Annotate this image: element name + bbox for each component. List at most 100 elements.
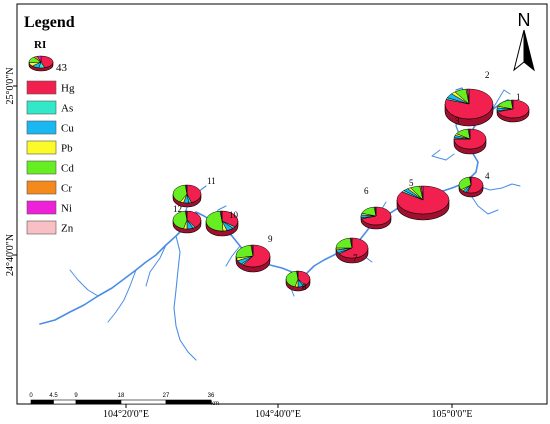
site-pie-3-slice-hg	[453, 128, 487, 150]
site-pie-7	[335, 237, 369, 264]
site-label-1: 1	[516, 92, 521, 102]
lon-label-10440e: 104°40'0"E	[255, 409, 301, 420]
legend-label-pb: Pb	[61, 143, 73, 155]
site-pie-4	[458, 176, 484, 198]
legend-ri-pie-graphic-slice-ni	[36, 55, 42, 63]
map-frame	[16, 3, 548, 405]
site-pie-11-slice-ni	[185, 184, 188, 195]
scale-tick-label-2: 9	[74, 393, 78, 399]
site-pie-6	[360, 206, 392, 230]
site-pie-8	[285, 270, 311, 292]
site-pie-2-slice-hg	[444, 88, 494, 120]
site-pie-11-slice-hg	[186, 184, 202, 203]
scale-segment-0	[30, 399, 54, 405]
site-pie-2-slice-ni	[467, 88, 470, 105]
legend-swatch-cu	[26, 120, 57, 135]
site-pie-10	[205, 210, 239, 237]
scale-bar-labels: 0 4.5 9 18 27 36	[29, 393, 215, 399]
site-pie-8-slice-cd	[285, 270, 299, 288]
lon-label-10500e: 105°0'0"E	[432, 409, 473, 420]
site-pie-7-slice-hg	[338, 237, 369, 259]
legend-swatch-pb	[26, 140, 57, 155]
legend-label-cr: Cr	[61, 183, 72, 195]
site-label-7: 7	[353, 253, 358, 263]
site-pie-1-slice-hg	[497, 99, 530, 119]
scale-unit: km	[211, 401, 219, 407]
site-pie-8-slice-hg	[297, 270, 311, 286]
site-pie-4-slice-ni	[469, 176, 472, 186]
site-pie-1-slice-ni	[511, 99, 514, 110]
site-pie-12-slice-ni	[185, 210, 188, 221]
site-pie-3	[453, 128, 487, 155]
site-pie-5-slice-hg	[396, 185, 450, 215]
site-pie-10-slice-ni	[220, 210, 223, 222]
site-label-3: 3	[455, 116, 460, 126]
north-arrow-right-half	[523, 29, 535, 72]
river-west-tributary	[69, 269, 99, 297]
river-north-tributary-2	[225, 245, 241, 267]
site-pie-4-slice-cd	[458, 176, 472, 190]
site-pie-10-slice-cd	[205, 210, 224, 232]
site-pie-5	[396, 185, 450, 221]
site-pie-11-slice-cd	[172, 184, 188, 203]
site-pie-6-slice-ni	[374, 206, 377, 217]
site-label-5: 5	[409, 178, 414, 188]
scale-tick-label-1: 4.5	[49, 393, 58, 399]
site-pie-7-slice-ni	[350, 237, 353, 249]
scale-tick-label-5: 36	[208, 393, 215, 399]
river-east-branch	[477, 183, 521, 191]
scale-tick-label-3: 18	[118, 393, 125, 399]
legend-ri-pie-graphic	[28, 55, 54, 72]
north-arrow: N	[513, 10, 535, 72]
legend-label-hg: Hg	[61, 83, 75, 95]
lat-label-25n: 25°0'0"N	[5, 67, 16, 104]
graticule-ticks	[13, 85, 453, 408]
site-pie-12-slice-hg	[186, 210, 202, 228]
site-label-2: 2	[485, 70, 490, 80]
legend-items: Hg As Cu Pb Cd Cr Ni Zn	[26, 80, 75, 235]
site-label-11: 11	[207, 176, 216, 186]
legend-label-ni: Ni	[61, 203, 72, 215]
site-pie-12	[172, 210, 202, 234]
site-label-4: 4	[485, 171, 490, 181]
site-pie-9-slice-hg	[242, 244, 271, 268]
site-pie-8-slice-ni	[296, 270, 299, 280]
scale-segment-2	[75, 399, 122, 405]
site-pie-1	[496, 99, 530, 123]
lon-label-10420e: 104°20'0"E	[103, 409, 149, 420]
site-pie-5-slice-ni	[421, 185, 424, 201]
site-pie-12-slice-cd	[172, 210, 188, 229]
site-pie-11	[172, 184, 202, 208]
legend-swatch-ni	[26, 200, 57, 215]
legend-label-as: As	[61, 103, 73, 115]
scale-segment-3	[120, 399, 167, 405]
scale-tick-label-0: 0	[29, 393, 33, 399]
legend-title: Legend	[24, 14, 75, 31]
site-pie-3-slice-ni	[468, 128, 471, 140]
river-east-branch-2	[469, 193, 499, 215]
legend-swatch-as	[26, 100, 57, 115]
site-pie-9	[235, 244, 271, 273]
legend-swatch-cr	[26, 180, 57, 195]
legend-ri-value: 43	[56, 62, 68, 74]
scale-bar: 0 4.5 9 18 27 36 km	[29, 393, 219, 407]
river-west-branch	[173, 235, 197, 361]
site-pie-2	[444, 88, 494, 127]
river-ne-small	[491, 89, 511, 111]
legend-swatch-cd	[26, 160, 57, 175]
legend-label-cu: Cu	[61, 123, 74, 135]
site-pie-6-slice-hg	[361, 206, 392, 226]
legend-swatch-zn	[26, 220, 57, 235]
river-mid-tributary	[145, 244, 167, 287]
site-pie-9-slice-ni	[251, 244, 254, 257]
legend-label-cd: Cd	[61, 163, 74, 175]
site-label-10: 10	[229, 210, 239, 220]
north-arrow-label: N	[518, 10, 531, 30]
scale-segment-1	[53, 399, 77, 405]
site-pie-10-slice-hg	[221, 210, 239, 228]
site-pie-9-slice-cd	[235, 244, 254, 259]
site-label-9: 9	[268, 234, 273, 244]
legend-ri-label: RI	[34, 39, 46, 51]
scale-bar-segments	[30, 399, 212, 405]
